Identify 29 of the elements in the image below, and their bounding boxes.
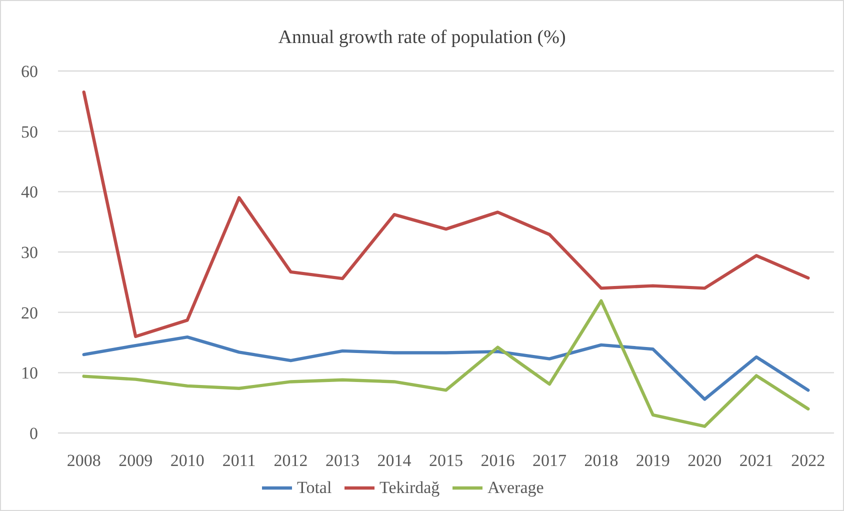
x-tick-label: 2008 xyxy=(66,451,101,470)
legend-label: Average xyxy=(488,478,544,497)
chart-title: Annual growth rate of population (%) xyxy=(278,27,566,48)
x-tick-label: 2017 xyxy=(532,451,567,470)
x-tick-label: 2015 xyxy=(429,451,463,470)
y-tick-label: 60 xyxy=(21,62,38,81)
x-tick-label: 2011 xyxy=(222,451,256,470)
y-tick-label: 0 xyxy=(30,424,38,443)
y-tick-label: 20 xyxy=(21,303,38,322)
y-tick-label: 10 xyxy=(21,364,38,383)
x-tick-label: 2022 xyxy=(791,451,826,470)
x-tick-label: 2016 xyxy=(480,451,515,470)
x-tick-label: 2019 xyxy=(636,451,670,470)
x-tick-label: 2010 xyxy=(170,451,204,470)
line-series xyxy=(82,299,810,428)
y-tick-label: 50 xyxy=(21,122,38,142)
x-tick-label: 2013 xyxy=(326,451,360,470)
x-tick-label: 2020 xyxy=(688,451,722,470)
legend-label: Total xyxy=(297,478,332,497)
x-tick-label: 2014 xyxy=(377,451,412,470)
x-tick-label: 2018 xyxy=(584,451,618,470)
legend-label: Tekirdağ xyxy=(380,478,440,497)
x-tick-label: 2009 xyxy=(118,451,153,470)
x-tick-label: 2021 xyxy=(739,451,774,470)
x-tick-label: 2012 xyxy=(274,451,308,470)
line-series xyxy=(82,90,810,338)
line-series xyxy=(82,335,810,401)
y-tick-label: 40 xyxy=(21,182,38,202)
y-tick-label: 30 xyxy=(21,242,38,262)
